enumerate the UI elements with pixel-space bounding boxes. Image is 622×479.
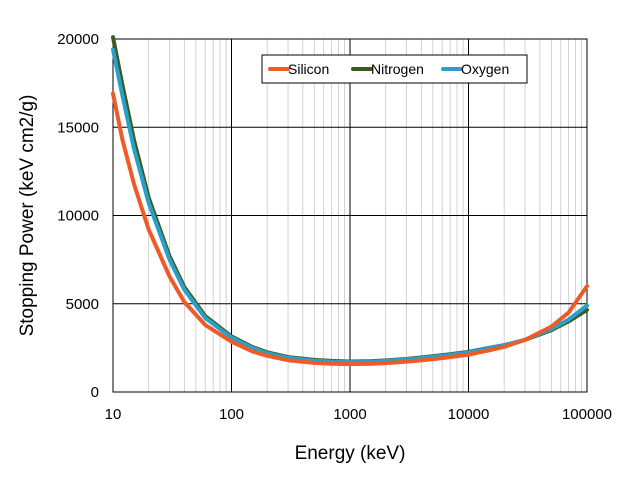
plot-frame bbox=[112, 38, 588, 393]
legend-label-oxygen: Oxygen bbox=[461, 61, 509, 77]
series-layer bbox=[111, 35, 589, 367]
legend-label-silicon: Silicon bbox=[288, 61, 329, 77]
x-tick-label: 100 bbox=[219, 406, 244, 423]
y-axis-title: Stopping Power (keV cm2/g) bbox=[17, 95, 38, 337]
y-tick-label: 10000 bbox=[57, 208, 99, 225]
legend: Silicon Nitrogen Oxygen bbox=[261, 54, 528, 84]
y-tick-label: 0 bbox=[91, 384, 99, 401]
y-tick-label: 20000 bbox=[57, 31, 99, 48]
x-tick-label: 10 bbox=[105, 406, 122, 423]
x-axis-title: Energy (keV) bbox=[295, 443, 406, 464]
x-tick-labels: 10 100 1000 10000 100000 bbox=[105, 406, 612, 423]
legend-label-nitrogen: Nitrogen bbox=[371, 61, 424, 77]
series-line-silicon bbox=[111, 91, 589, 367]
x-tick-label: 100000 bbox=[562, 406, 612, 423]
y-tick-labels: 0 5000 10000 15000 20000 bbox=[57, 31, 99, 401]
x-tick-label: 10000 bbox=[448, 406, 490, 423]
legend-box bbox=[261, 54, 528, 84]
y-tick-label: 5000 bbox=[66, 296, 99, 313]
x-tick-label: 1000 bbox=[333, 406, 366, 423]
y-tick-label: 15000 bbox=[57, 119, 99, 136]
